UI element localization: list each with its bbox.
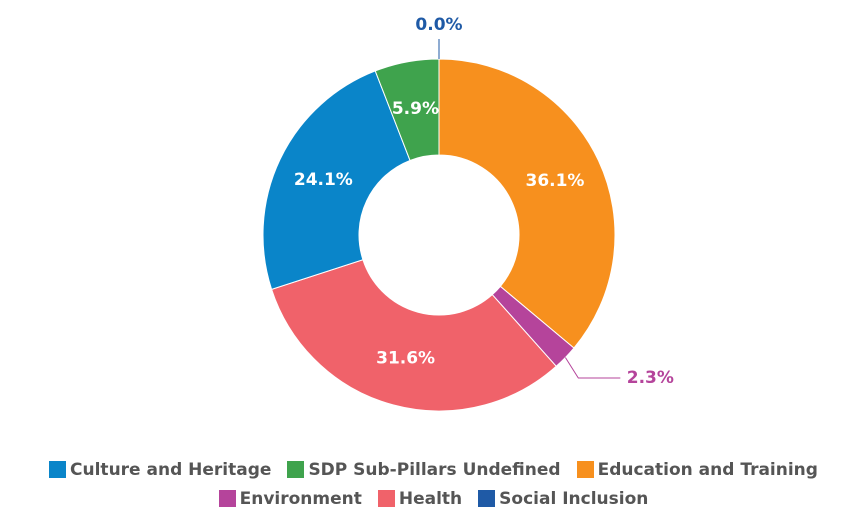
legend-item: SDP Sub-Pillars Undefined <box>287 459 561 480</box>
legend-item: Culture and Heritage <box>49 460 271 480</box>
slice <box>270 259 557 412</box>
data-label: 0.0% <box>415 15 462 35</box>
legend-swatch <box>218 490 236 507</box>
slice <box>262 70 411 291</box>
legend-item: Social Inclusion <box>478 489 648 509</box>
data-label: 5.9% <box>392 99 439 119</box>
legend-row: Culture and Heritage SDP Sub-Pillars Und… <box>0 455 867 484</box>
legend-label: SDP Sub-Pillars Undefined <box>308 459 561 480</box>
legend-item: Health <box>377 488 463 509</box>
legend-swatch <box>287 461 305 478</box>
legend: Culture and Heritage SDP Sub-Pillars Und… <box>0 455 867 513</box>
chart: 36.1% 2.3% 31.6% 24.1% 5.9% 0.0% <box>262 15 674 412</box>
legend-row: Environment Health Social Inclusion <box>0 484 867 513</box>
leader-line <box>564 357 621 379</box>
legend-label: Health <box>398 488 463 509</box>
legend-swatch <box>576 461 594 478</box>
legend-swatch <box>478 490 496 507</box>
data-label: 31.6% <box>376 349 435 369</box>
legend-item: Environment <box>218 488 362 509</box>
legend-label: Environment <box>239 488 362 509</box>
legend-item: Education and Training <box>576 459 818 480</box>
data-label: 2.3% <box>627 368 674 388</box>
slice <box>438 58 616 349</box>
legend-swatch <box>49 461 67 478</box>
legend-label: Culture and Heritage <box>70 459 272 480</box>
legend-label: Social Inclusion <box>499 488 649 509</box>
data-label: 24.1% <box>294 170 353 190</box>
legend-swatch <box>377 490 395 507</box>
legend-label: Education and Training <box>597 459 818 480</box>
data-label: 36.1% <box>525 171 584 191</box>
